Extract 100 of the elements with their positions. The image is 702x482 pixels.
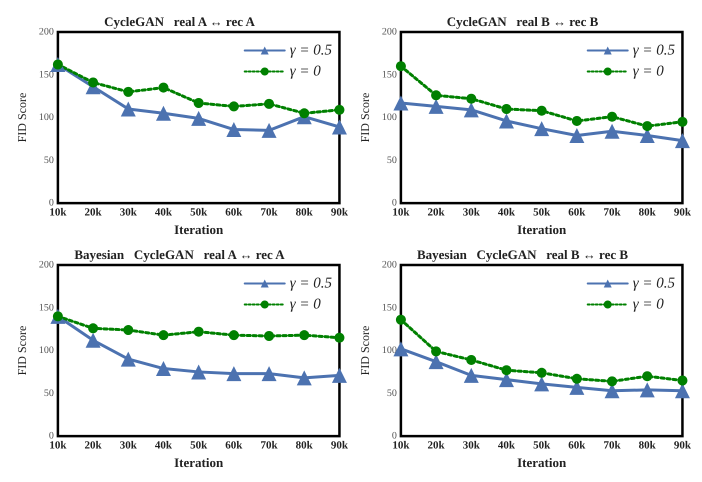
point — [572, 116, 582, 126]
point — [228, 330, 239, 340]
point — [607, 376, 618, 386]
y-tick-label: 200 — [38, 26, 54, 38]
point — [334, 332, 344, 343]
y-tick-label: 50 — [44, 388, 54, 399]
legend-label: γ = 0.5 — [632, 42, 676, 58]
x-tick-label: 10k — [49, 440, 68, 452]
point — [534, 121, 550, 136]
x-tick-label: 10k — [392, 440, 410, 452]
point — [498, 113, 514, 128]
point — [226, 122, 242, 138]
y-tick-label: 100 — [382, 112, 397, 124]
point — [120, 101, 136, 116]
x-tick-label: 40k — [498, 206, 516, 219]
point — [428, 354, 444, 370]
point — [677, 375, 688, 386]
point — [396, 61, 406, 72]
y-axis-title: FID Score — [15, 92, 29, 142]
chart-title: Bayesian CycleGAN real A ↔ rec A — [74, 247, 286, 262]
y-tick-label: 0 — [48, 198, 54, 209]
point — [156, 361, 171, 376]
legend-label: γ = 0.5 — [290, 42, 332, 58]
chart-title: CycleGAN real A ↔ rec A — [104, 14, 256, 29]
x-tick-label: 60k — [225, 440, 244, 452]
point — [607, 112, 618, 122]
point — [264, 331, 274, 342]
x-tick-label: 60k — [568, 206, 586, 219]
y-tick-label: 150 — [38, 69, 54, 80]
point — [299, 108, 310, 118]
point — [466, 94, 476, 104]
legend-label: γ = 0 — [632, 296, 664, 312]
y-tick-label: 100 — [382, 345, 397, 356]
x-axis-title: Iteration — [174, 222, 224, 237]
x-tick-label: 30k — [462, 206, 481, 219]
legend-label: γ = 0.5 — [290, 276, 332, 292]
point — [296, 370, 312, 386]
x-tick-label: 10k — [392, 206, 410, 219]
point — [674, 133, 690, 148]
point — [464, 102, 479, 118]
point — [158, 82, 168, 93]
point — [677, 116, 688, 127]
x-tick-label: 80k — [296, 440, 314, 452]
point — [299, 330, 310, 340]
point — [464, 368, 479, 383]
y-tick-label: 0 — [392, 198, 397, 209]
legend-label: γ = 0.5 — [632, 276, 676, 292]
y-tick-label: 200 — [382, 260, 397, 270]
point — [393, 96, 408, 111]
point — [123, 86, 134, 97]
point — [194, 326, 204, 337]
y-tick-label: 200 — [382, 26, 397, 38]
chart-title: CycleGAN real B ↔ rec B — [446, 14, 599, 29]
point — [228, 101, 239, 112]
y-tick-label: 50 — [386, 388, 397, 399]
x-tick-label: 80k — [638, 440, 657, 452]
x-tick-label: 20k — [84, 206, 103, 219]
point — [572, 374, 582, 384]
x-tick-label: 40k — [498, 440, 516, 452]
y-tick-label: 150 — [38, 302, 54, 314]
x-axis-title: Iteration — [174, 455, 224, 470]
legend-label: γ = 0 — [290, 64, 322, 80]
x-axis-title: Iteration — [517, 455, 567, 470]
point — [501, 365, 512, 376]
point — [466, 354, 476, 365]
point — [642, 121, 652, 132]
y-axis-title: FID Score — [358, 326, 372, 376]
point — [396, 314, 406, 325]
point — [536, 368, 547, 378]
point — [158, 330, 168, 340]
x-tick-label: 90k — [330, 440, 349, 452]
y-tick-label: 0 — [48, 430, 54, 442]
x-tick-label: 70k — [260, 206, 278, 219]
point — [334, 104, 344, 115]
y-tick-label: 50 — [386, 154, 397, 166]
legend-label: γ = 0 — [290, 296, 322, 312]
x-tick-label: 80k — [296, 206, 314, 219]
point — [156, 106, 171, 121]
x-tick-label: 70k — [260, 440, 278, 452]
point — [501, 104, 512, 114]
point — [88, 77, 98, 88]
x-tick-label: 70k — [603, 206, 622, 219]
x-tick-label: 40k — [154, 440, 173, 452]
point — [428, 98, 444, 114]
point — [191, 364, 206, 380]
y-tick-label: 150 — [382, 69, 397, 80]
point — [226, 366, 242, 382]
point — [264, 98, 274, 109]
point — [332, 368, 347, 383]
x-tick-label: 30k — [120, 206, 138, 219]
x-axis-title: Iteration — [517, 222, 567, 237]
point — [194, 98, 204, 108]
point — [431, 346, 442, 356]
y-axis-title: FID Score — [15, 326, 29, 376]
x-tick-label: 90k — [330, 206, 349, 219]
chart-title: Bayesian CycleGAN real B ↔ rec B — [416, 247, 628, 262]
x-tick-label: 60k — [568, 440, 586, 452]
x-tick-label: 80k — [638, 206, 657, 219]
point — [536, 106, 547, 116]
point — [88, 323, 98, 334]
